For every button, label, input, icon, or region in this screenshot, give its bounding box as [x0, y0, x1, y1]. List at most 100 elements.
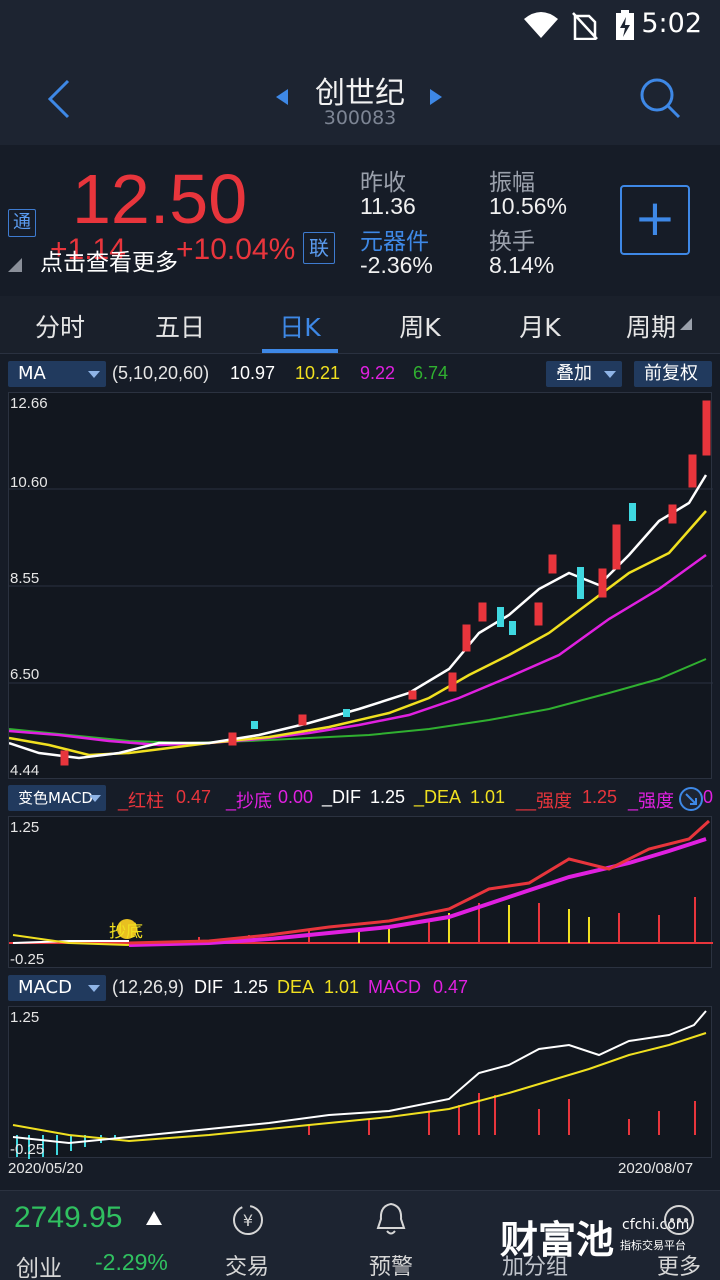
wifi-icon	[524, 12, 558, 38]
add-watchlist-button[interactable]: +	[620, 185, 690, 255]
macd-legend-bar: MACD (12,26,9) DIF 1.25 DEA 1.01 MACD 0.…	[0, 972, 720, 1006]
prev-close-label: 昨收	[360, 170, 406, 196]
chaodi-marker: 抄底	[109, 922, 143, 942]
ma5-value: 10.97	[230, 363, 276, 383]
macd-chart[interactable]: 1.25 -0.25	[8, 1006, 712, 1159]
turnover-label: 换手	[489, 229, 535, 255]
watermark-logo: 财富池	[500, 1218, 615, 1262]
macd-macd-value: 0.47	[433, 977, 469, 997]
chevron-down-icon	[604, 371, 616, 378]
nav-bar: 创世纪 300083	[0, 50, 720, 145]
turnover-value: 8.14%	[489, 252, 555, 278]
watchlist-label[interactable]: 加分组	[501, 1255, 568, 1280]
adjust-select[interactable]: 前复权	[634, 361, 712, 387]
macd-indicator-select[interactable]: MACD	[8, 975, 106, 1001]
qiangdu-label: __强度	[516, 791, 573, 811]
alert-label[interactable]: 预警	[368, 1255, 413, 1280]
kline-chart[interactable]: 12.66 10.60 8.55 6.50 4.44	[8, 392, 713, 779]
battery-charging-icon	[616, 10, 634, 40]
no-sim-icon	[572, 12, 598, 40]
dea-label: _DEA	[414, 787, 462, 807]
tab-daily-k[interactable]: 日K	[279, 313, 321, 342]
period-dropdown-icon	[680, 318, 692, 330]
chevron-down-icon	[89, 795, 101, 802]
stock-code: 300083	[323, 107, 397, 129]
more-label[interactable]: 更多	[656, 1255, 701, 1280]
y-axis-3: 8.55	[10, 570, 40, 587]
chevron-down-icon	[88, 985, 100, 992]
hongzhu-label: _红柱	[118, 791, 165, 811]
macd-macd-label: MACD	[368, 977, 421, 997]
clock: 5:02	[641, 8, 702, 39]
index-up-icon	[146, 1211, 162, 1225]
macd-dif-label: DIF	[194, 977, 223, 997]
kline-canvas	[9, 400, 713, 766]
search-icon[interactable]	[638, 76, 682, 120]
macd-dea-value: 1.01	[324, 977, 360, 997]
tab-five-day[interactable]: 五日	[154, 313, 205, 342]
macd1-axis-top: 1.25	[10, 819, 40, 836]
macd-color-legend-bar: 变色MACD _红柱 0.47 _抄底 0.00 _DIF 1.25 _DEA …	[0, 782, 720, 816]
tab-weekly-k[interactable]: 周K	[399, 313, 441, 342]
hongzhu-value: 0.47	[176, 787, 212, 807]
macd-color-indicator-select[interactable]: 变色MACD	[8, 785, 106, 811]
macd1-axis-bottom: -0.25	[10, 951, 45, 968]
y-axis-4: 6.50	[10, 666, 40, 683]
sector-label[interactable]: 元器件	[360, 229, 429, 255]
svg-text:¥: ¥	[243, 1211, 253, 1230]
back-icon[interactable]	[44, 78, 74, 120]
price-change: +1.14	[50, 233, 126, 266]
tab-intraday[interactable]: 分时	[34, 313, 85, 342]
tab-monthly-k[interactable]: 月K	[519, 313, 561, 342]
ma10-value: 10.21	[295, 363, 341, 383]
macd-dea-label: DEA	[277, 977, 315, 997]
badge-tong[interactable]: 通	[8, 209, 36, 237]
y-axis-min: 4.44	[10, 762, 40, 779]
period-tabs: 分时 五日 日K 周K 月K 周期	[0, 296, 720, 354]
sector-change: -2.36%	[360, 252, 433, 278]
qiangdu-value: 1.25	[582, 787, 618, 807]
ma-legend-bar: MA (5,10,20,60) 10.97 10.21 9.22 6.74 叠加…	[0, 358, 720, 392]
macd-color-indicator-label: 变色MACD	[18, 789, 93, 807]
dea-value: 1.01	[470, 787, 506, 807]
y-axis-max: 12.66	[10, 395, 48, 412]
ma60-value: 6.74	[413, 363, 449, 383]
macd-params: (12,26,9)	[112, 977, 185, 997]
active-tab-indicator	[262, 349, 338, 353]
index-value[interactable]: 2749.95	[14, 1201, 123, 1234]
date-end: 2020/08/07	[618, 1160, 694, 1177]
chaodi-value: 0.00	[278, 787, 314, 807]
macd-color-canvas	[9, 819, 713, 947]
index-name[interactable]: 创业	[16, 1256, 62, 1280]
tab-period[interactable]: 周期	[625, 313, 676, 342]
ma-indicator-select[interactable]: MA	[8, 361, 106, 387]
status-bar: 5:02	[0, 0, 720, 50]
prev-close-value: 11.36	[360, 193, 416, 219]
next-stock-icon[interactable]	[428, 87, 444, 107]
overlay-select[interactable]: 叠加	[546, 361, 622, 387]
trade-label[interactable]: 交易	[224, 1255, 269, 1280]
qiangdu2-label: _强度	[628, 791, 675, 811]
macd2-axis-top: 1.25	[10, 1009, 40, 1026]
bottom-bar: 2749.95 创业 -2.29% ¥ 交易 预警 财富池 cfchi.com …	[0, 1190, 720, 1280]
prev-stock-icon[interactable]	[274, 87, 290, 107]
amplitude-label: 振幅	[489, 170, 535, 196]
dif-label: _DIF	[322, 787, 362, 807]
corner-indicator-icon	[8, 258, 22, 272]
quote-panel[interactable]: 通 12.50 +1.14 +10.04% 联 点击查看更多 昨收 11.36 …	[0, 145, 720, 293]
alert-bell-icon[interactable]	[375, 1201, 407, 1237]
view-more-tip[interactable]: 点击查看更多	[40, 250, 178, 276]
index-change: -2.29%	[95, 1249, 168, 1275]
chevron-down-icon	[88, 371, 100, 378]
ma-params: (5,10,20,60)	[112, 363, 210, 383]
y-axis-2: 10.60	[10, 474, 48, 491]
ma-indicator-label: MA	[18, 363, 46, 384]
expand-icon[interactable]	[678, 786, 704, 812]
current-price: 12.50	[72, 160, 248, 238]
chaodi-label: _抄底	[226, 791, 273, 811]
trade-icon[interactable]: ¥	[231, 1203, 265, 1237]
macd-indicator-label: MACD	[18, 977, 72, 998]
more-icon[interactable]	[662, 1203, 696, 1237]
macd-color-chart[interactable]: 1.25 -0.25 抄底	[8, 816, 713, 968]
badge-lian[interactable]: 联	[303, 232, 335, 264]
